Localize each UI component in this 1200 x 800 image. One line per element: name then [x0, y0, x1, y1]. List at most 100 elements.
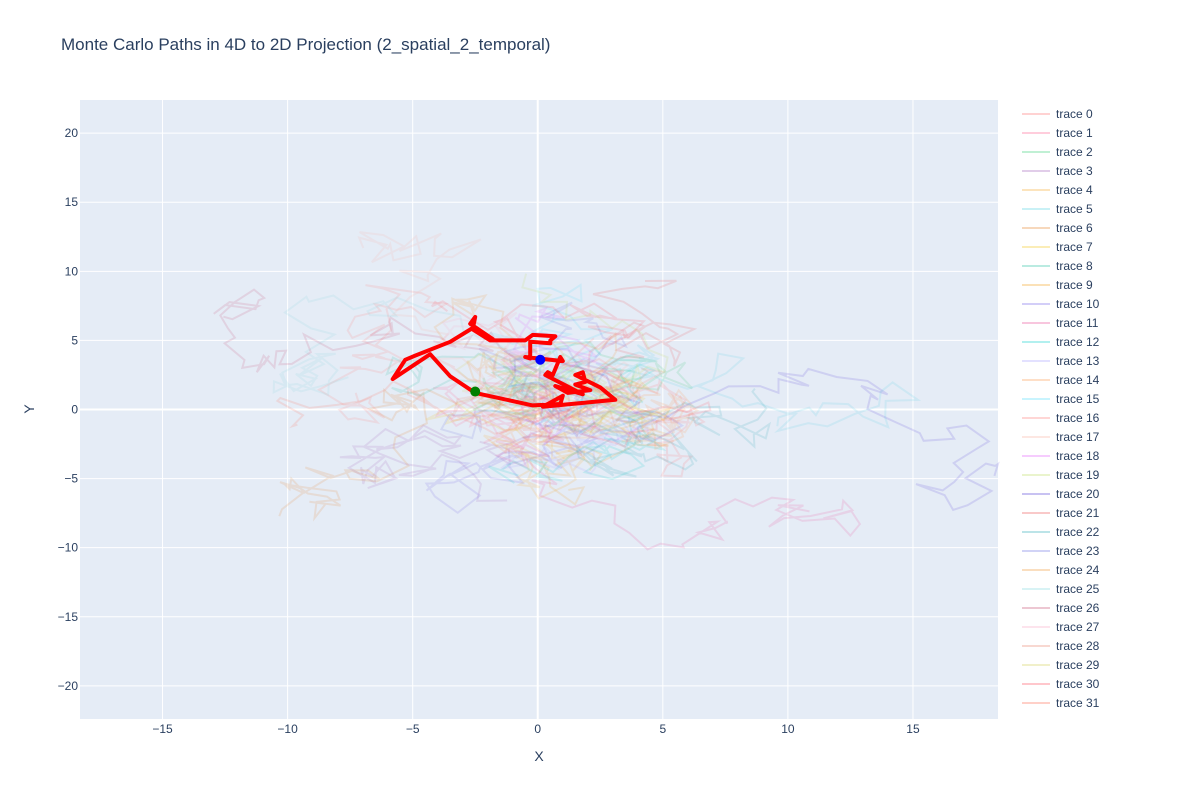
legend-item[interactable]: trace 8: [1022, 259, 1093, 273]
start-point-marker: [470, 386, 481, 397]
background-trace-line: [440, 311, 602, 421]
legend-item[interactable]: trace 7: [1022, 240, 1093, 254]
legend-label: trace 13: [1056, 354, 1100, 368]
legend-item[interactable]: trace 29: [1022, 658, 1100, 672]
background-trace-line: [558, 387, 772, 478]
legend-label: trace 9: [1056, 278, 1093, 292]
x-tick-label: 15: [906, 722, 920, 736]
background-trace-line: [491, 379, 700, 455]
legend-item[interactable]: trace 12: [1022, 335, 1100, 349]
legend-label: trace 26: [1056, 601, 1100, 615]
legend-label: trace 30: [1056, 677, 1100, 691]
legend-item[interactable]: trace 3: [1022, 164, 1093, 178]
grid-lines: [80, 100, 998, 719]
y-tick-label: 15: [65, 195, 79, 209]
y-tick-label: −5: [64, 472, 78, 486]
legend-label: trace 27: [1056, 620, 1100, 634]
legend-label: trace 22: [1056, 525, 1100, 539]
background-trace-line: [500, 393, 663, 475]
tick-labels: −15 −10 −5 0 5 10 15 −20 −15 −10 −5 0 5 10 15 20: [58, 126, 920, 736]
legend-item[interactable]: trace 26: [1022, 601, 1100, 615]
legend-item[interactable]: trace 20: [1022, 487, 1100, 501]
legend-label: trace 16: [1056, 411, 1100, 425]
legend-label: trace 24: [1056, 563, 1100, 577]
chart-title: Monte Carlo Paths in 4D to 2D Projection…: [61, 35, 550, 54]
legend-item[interactable]: trace 21: [1022, 506, 1100, 520]
background-trace-line: [425, 369, 672, 433]
y-tick-label: 5: [71, 333, 78, 347]
legend-item[interactable]: trace 22: [1022, 525, 1100, 539]
highlight-layer: [390, 314, 618, 409]
legend-item[interactable]: trace 5: [1022, 202, 1093, 216]
legend-item[interactable]: trace 2: [1022, 145, 1093, 159]
legend-label: trace 17: [1056, 430, 1100, 444]
legend-label: trace 3: [1056, 164, 1093, 178]
legend-label: trace 29: [1056, 658, 1100, 672]
x-tick-label: 0: [534, 722, 541, 736]
legend-item[interactable]: trace 30: [1022, 677, 1100, 691]
legend-label: trace 15: [1056, 392, 1100, 406]
legend-item[interactable]: trace 15: [1022, 392, 1100, 406]
legend-item[interactable]: trace 4: [1022, 183, 1093, 197]
legend-label: trace 14: [1056, 373, 1100, 387]
background-trace-line: [483, 389, 655, 500]
legend-item[interactable]: trace 23: [1022, 544, 1100, 558]
legend-label: trace 19: [1056, 468, 1100, 482]
legend-item[interactable]: trace 28: [1022, 639, 1100, 653]
background-trace-line: [549, 344, 922, 433]
background-traces: [213, 231, 1000, 551]
background-trace-line: [489, 283, 613, 422]
legend-item[interactable]: trace 14: [1022, 373, 1100, 387]
background-trace-line: [439, 301, 628, 440]
y-tick-label: −20: [58, 679, 79, 693]
legend-label: trace 8: [1056, 259, 1093, 273]
legend-item[interactable]: trace 11: [1022, 316, 1099, 330]
legend-label: trace 12: [1056, 335, 1100, 349]
background-trace-line: [488, 363, 667, 484]
legend-item[interactable]: trace 24: [1022, 563, 1100, 577]
legend-label: trace 20: [1056, 487, 1100, 501]
legend-label: trace 11: [1056, 316, 1099, 330]
legend-label: trace 1: [1056, 126, 1093, 140]
legend-label: trace 21: [1056, 506, 1100, 520]
legend-label: trace 25: [1056, 582, 1100, 596]
legend-item[interactable]: trace 17: [1022, 430, 1100, 444]
legend-item[interactable]: trace 10: [1022, 297, 1100, 311]
background-trace-line: [316, 284, 543, 425]
highlighted-path-line: [390, 314, 618, 409]
legend-item[interactable]: trace 18: [1022, 449, 1100, 463]
y-tick-label: 0: [71, 403, 78, 417]
background-trace-line: [482, 340, 693, 406]
end-point-marker: [535, 354, 546, 365]
legend-item[interactable]: trace 9: [1022, 278, 1093, 292]
x-axis-title: X: [534, 748, 544, 764]
legend-item[interactable]: trace 13: [1022, 354, 1100, 368]
legend-item[interactable]: trace 0: [1022, 107, 1093, 121]
y-tick-label: −10: [58, 541, 79, 555]
y-tick-label: −15: [58, 610, 79, 624]
legend[interactable]: trace 0 trace 1 trace 2 trace 3 trace 4 trace…: [1022, 107, 1100, 710]
legend-label: trace 4: [1056, 183, 1093, 197]
legend-label: trace 2: [1056, 145, 1093, 159]
legend-item[interactable]: trace 31: [1022, 696, 1100, 710]
y-tick-label: 20: [65, 126, 79, 140]
background-trace-line: [433, 353, 575, 450]
legend-item[interactable]: trace 25: [1022, 582, 1100, 596]
legend-item[interactable]: trace 1: [1022, 126, 1093, 140]
y-tick-label: 10: [65, 264, 79, 278]
legend-label: trace 23: [1056, 544, 1100, 558]
background-trace-line: [272, 294, 567, 419]
x-tick-label: −10: [277, 722, 298, 736]
legend-label: trace 7: [1056, 240, 1093, 254]
background-trace-line: [275, 380, 581, 448]
background-trace-line: [431, 300, 712, 448]
legend-item[interactable]: trace 27: [1022, 620, 1100, 634]
x-tick-label: −15: [152, 722, 173, 736]
y-axis-title: Y: [21, 404, 37, 414]
background-trace-line: [507, 358, 1000, 512]
x-tick-label: 5: [659, 722, 666, 736]
legend-item[interactable]: trace 19: [1022, 468, 1100, 482]
legend-item[interactable]: trace 6: [1022, 221, 1093, 235]
legend-item[interactable]: trace 16: [1022, 411, 1100, 425]
